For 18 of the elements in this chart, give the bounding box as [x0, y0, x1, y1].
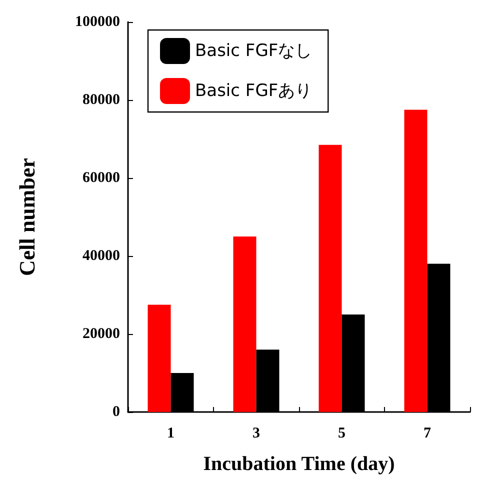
x-tick-label: 3 [252, 426, 260, 442]
x-tick-label: 5 [338, 426, 346, 442]
y-tick-label: 100000 [75, 14, 120, 30]
legend-label: Basic FGFなし [195, 41, 312, 61]
x-tick-label: 7 [424, 426, 432, 442]
y-tick-label: 0 [112, 404, 120, 420]
bar [404, 110, 428, 412]
bar [148, 304, 171, 412]
legend-label: Basic FGFあり [195, 81, 312, 101]
y-tick-label: 20000 [82, 326, 120, 342]
x-tick-label: 1 [167, 426, 174, 442]
y-tick-label: 60000 [82, 170, 120, 186]
y-tick-label: 40000 [82, 248, 120, 264]
bar [318, 144, 342, 412]
bar [233, 236, 256, 412]
y-tick-label: 80000 [82, 92, 120, 108]
y-axis-title: Cell number [14, 158, 40, 276]
x-axis-title: Incubation Time (day) [203, 453, 395, 475]
